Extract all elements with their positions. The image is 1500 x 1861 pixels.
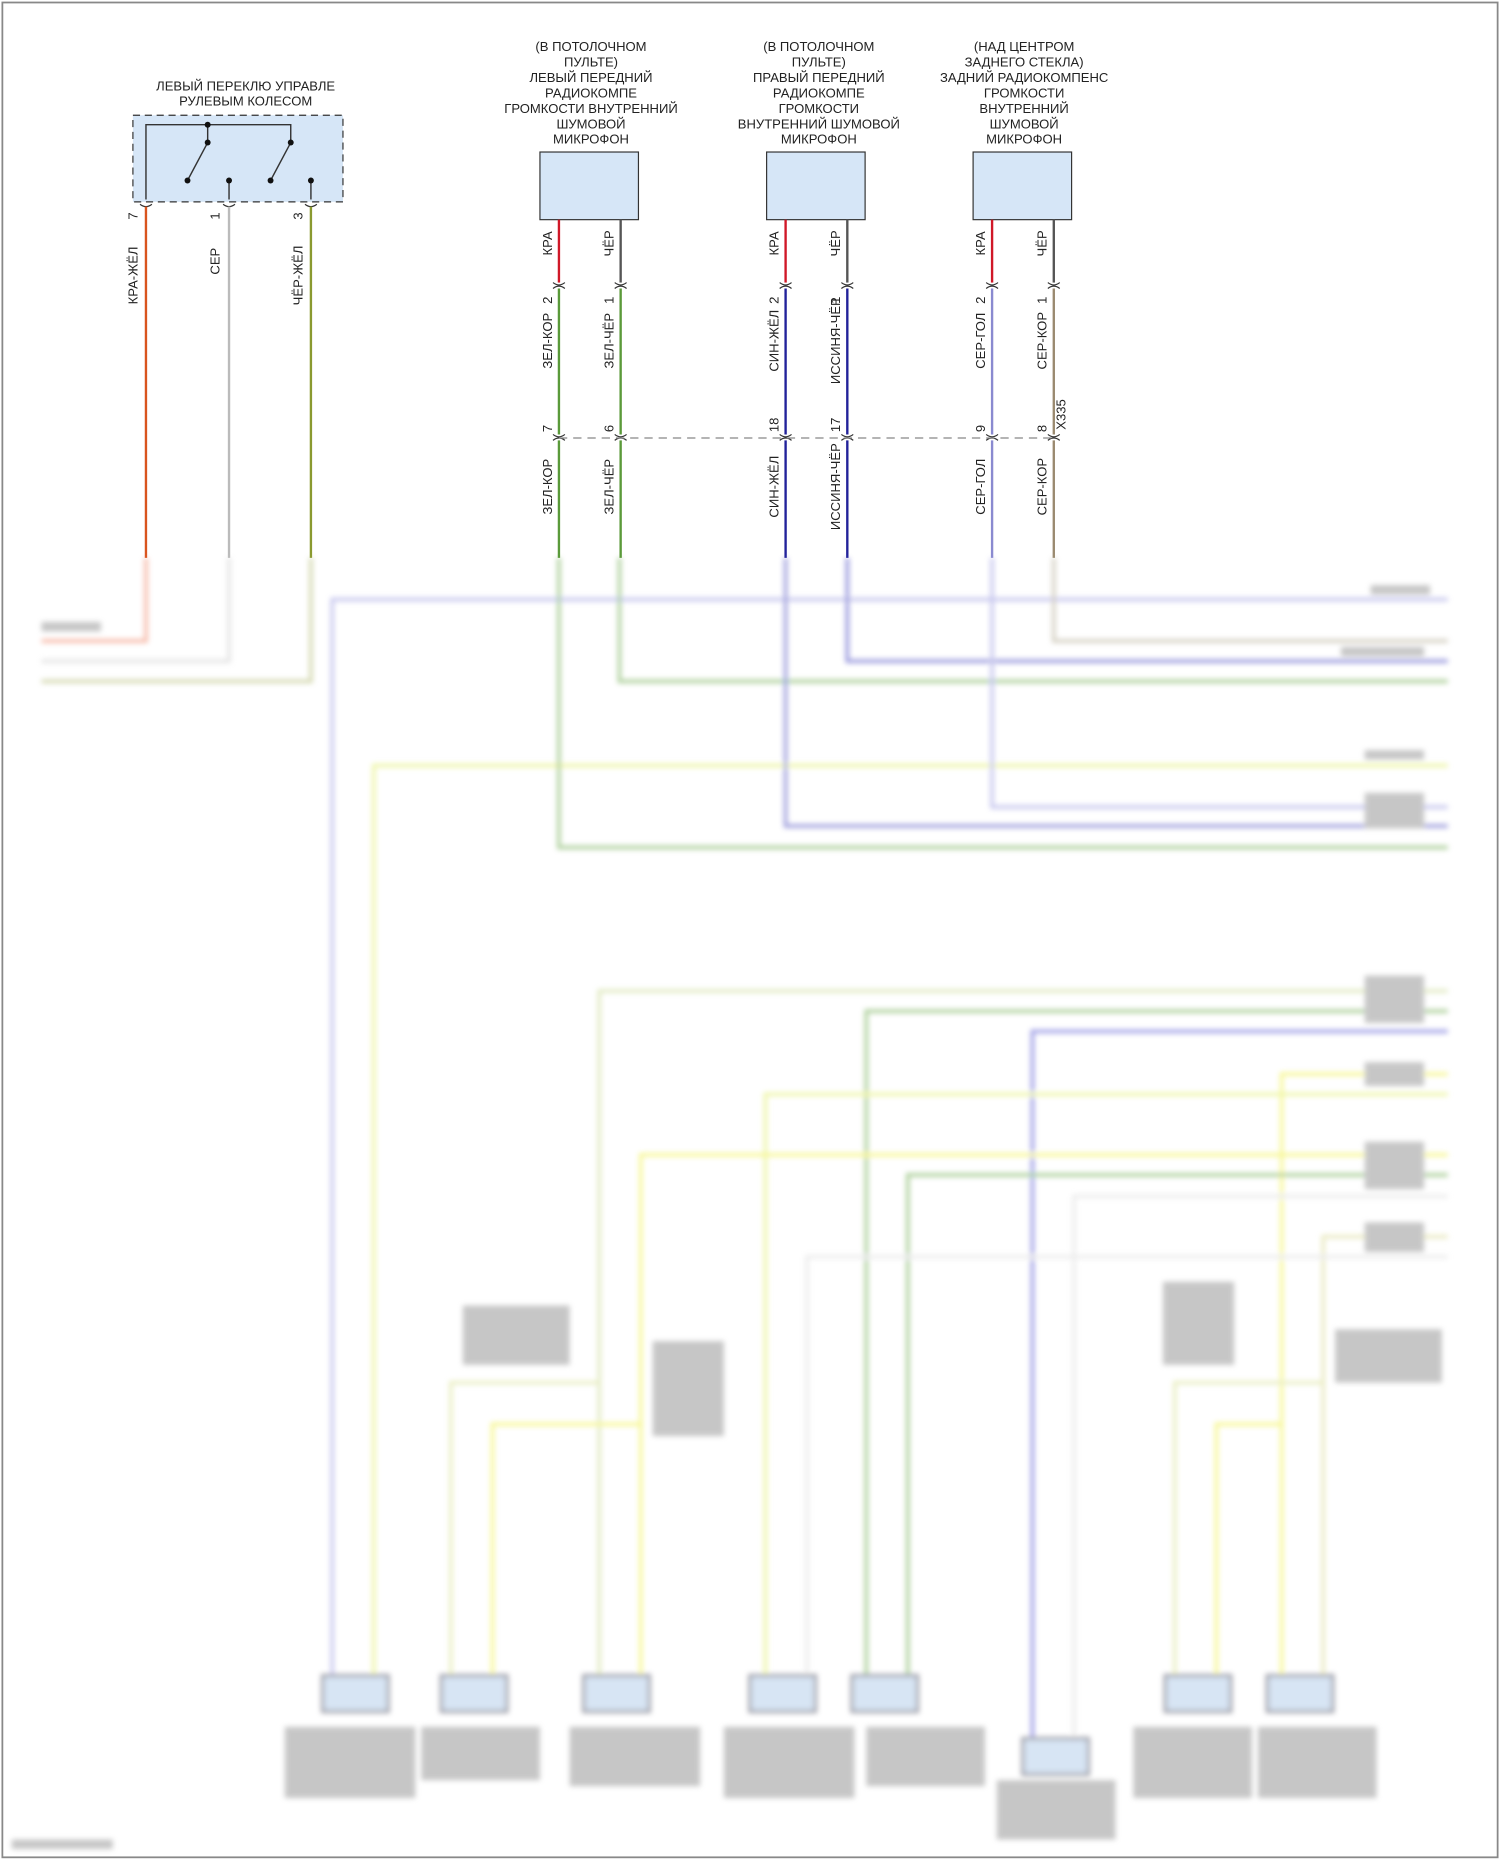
pin-number: 7 bbox=[126, 212, 141, 219]
wire-label: КРА bbox=[973, 231, 988, 255]
mic-title-line: ГРОМКОСТИ bbox=[984, 85, 1064, 100]
mic-title-line: ШУМОВОЙ bbox=[990, 116, 1059, 131]
pin-number: 2 bbox=[973, 297, 988, 304]
mic-title-line: ШУМОВОЙ bbox=[556, 116, 625, 131]
pin-number: 1 bbox=[602, 297, 617, 304]
pin-number: 7 bbox=[540, 425, 555, 432]
mic-title-line: ПРАВЫЙ ПЕРЕДНИЙ bbox=[753, 70, 885, 85]
wire-label: СЕР-КОР bbox=[1035, 458, 1050, 516]
switch-title-line: ЛЕВЫЙ ПЕРЕКЛЮ УПРАВЛЕ bbox=[156, 78, 335, 93]
wire-label: СЕР-КОР bbox=[1035, 312, 1050, 370]
switch-body bbox=[132, 114, 344, 203]
mic-title-line: (В ПОТОЛОЧНОМ bbox=[763, 39, 874, 54]
wire-label: ЧЁР-ЖЁЛ bbox=[291, 246, 306, 306]
mic-title-line: ЗАДНИЙ РАДИОКОМПЕНС bbox=[940, 70, 1108, 85]
mic-title-line: ПУЛЬТЕ) bbox=[564, 55, 618, 70]
mic-title-line: ЗАДНЕГО СТЕКЛА) bbox=[965, 55, 1084, 70]
wire-label: СИН-ЖЁЛ bbox=[766, 456, 781, 518]
pin-number: 3 bbox=[291, 212, 306, 219]
pin-number: 1 bbox=[208, 212, 223, 219]
pin-number: 8 bbox=[1035, 425, 1050, 432]
mic-title-line: ВНУТРЕННИЙ bbox=[979, 101, 1068, 116]
mic-title-line: ПУЛЬТЕ) bbox=[792, 55, 846, 70]
pin-number: 17 bbox=[828, 418, 843, 433]
mic-body bbox=[766, 151, 866, 221]
mic-title-line: ГРОМКОСТИ ВНУТРЕННИЙ bbox=[504, 101, 677, 116]
steering-switch: ЛЕВЫЙ ПЕРЕКЛЮ УПРАВЛЕ РУЛЕВЫМ КОЛЕСОМ 7 … bbox=[126, 78, 344, 558]
mic-title-line: МИКРОФОН bbox=[553, 132, 629, 147]
wire-label: СИН-ЖЁЛ bbox=[766, 310, 781, 372]
pin-number: 6 bbox=[602, 425, 617, 432]
mic-title-line: МИКРОФОН bbox=[986, 132, 1062, 147]
mic-title-line: ГРОМКОСТИ bbox=[779, 101, 859, 116]
mic-body bbox=[539, 151, 640, 221]
mic-title-line: (В ПОТОЛОЧНОМ bbox=[535, 39, 646, 54]
wire-label: ЗЕЛ-КОР bbox=[540, 313, 555, 369]
wire-label: ЧЁР bbox=[1035, 230, 1050, 256]
pin-number: 2 bbox=[540, 297, 555, 304]
wire-label: КРА-ЖЁЛ bbox=[126, 247, 141, 305]
wire-label: СЕР bbox=[208, 247, 223, 274]
wire-label: ЗЕЛ-КОР bbox=[540, 458, 555, 514]
mic-body bbox=[972, 151, 1073, 221]
blurred-region bbox=[11, 557, 1448, 1850]
wire-label: КРА bbox=[540, 231, 555, 255]
switch-title-line: РУЛЕВЫМ КОЛЕСОМ bbox=[179, 94, 312, 109]
wire-label: ЧЁР bbox=[602, 230, 617, 256]
wire-label: ИССИНЯ-ЧЁР bbox=[828, 443, 843, 530]
wire-label: ЗЕЛ-ЧЁР bbox=[602, 459, 617, 515]
wire-label: СЕР-ГОЛ bbox=[973, 313, 988, 369]
wire-label: СЕР-ГОЛ bbox=[973, 459, 988, 515]
pin-number: 2 bbox=[766, 297, 781, 304]
pin-number: 1 bbox=[1035, 297, 1050, 304]
connector-id: X335 bbox=[1054, 399, 1069, 429]
mic-title-line: РАДИОКОМПЕ bbox=[773, 85, 865, 100]
wire-label: ЗЕЛ-ЧЁР bbox=[602, 313, 617, 369]
mic-title-line: МИКРОФОН bbox=[781, 132, 857, 147]
mic-title-line: (НАД ЦЕНТРОМ bbox=[974, 39, 1075, 54]
mic-title-line: ЛЕВЫЙ ПЕРЕДНИЙ bbox=[529, 70, 652, 85]
wire-label: ИССИНЯ-ЧЁР bbox=[828, 297, 843, 384]
mic-title-line: ВНУТРЕННИЙ ШУМОВОЙ bbox=[738, 116, 900, 131]
pin-number: 9 bbox=[973, 425, 988, 432]
pin-number: 18 bbox=[766, 418, 781, 433]
wire-label: ЧЁР bbox=[828, 230, 843, 256]
wire-label: КРА bbox=[766, 231, 781, 255]
pin-number: 1 bbox=[828, 297, 843, 304]
mic-title-line: РАДИОКОМПЕ bbox=[545, 85, 637, 100]
